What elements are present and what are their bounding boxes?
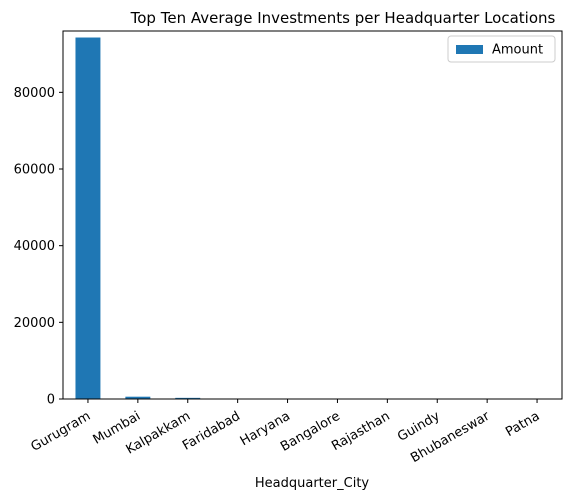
x-tick-label: Gurugram [28, 409, 93, 455]
chart-title: Top Ten Average Investments per Headquar… [130, 9, 556, 27]
plot-area: GurugramMumbaiKalpakkamFaridabadHaryanaB… [14, 31, 562, 466]
x-axis-label: Headquarter_City [255, 476, 370, 491]
y-tick-label: 0 [47, 393, 55, 408]
legend-label: Amount [492, 43, 543, 58]
x-tick-label: Faridabad [180, 409, 243, 454]
plot-frame [63, 31, 562, 399]
y-tick-label: 80000 [14, 86, 55, 101]
y-tick-label: 60000 [14, 163, 55, 178]
x-tick-label: Patna [503, 409, 542, 440]
y-tick-label: 40000 [14, 239, 55, 254]
bar-gurugram [75, 38, 100, 399]
legend-swatch [456, 45, 483, 54]
y-tick-label: 20000 [14, 316, 55, 331]
